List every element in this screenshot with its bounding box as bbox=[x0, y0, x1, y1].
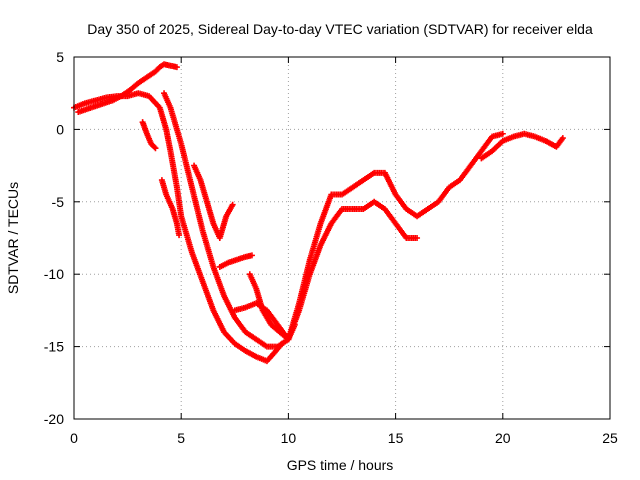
y-tick-label: -20 bbox=[44, 411, 64, 427]
data-point bbox=[559, 135, 566, 142]
grid bbox=[74, 57, 610, 419]
plot-frame bbox=[73, 56, 611, 420]
x-tick-label: 15 bbox=[388, 430, 404, 446]
data-point bbox=[152, 145, 159, 152]
chart-title: Day 350 of 2025, Sidereal Day-to-day VTE… bbox=[87, 21, 593, 37]
y-axis-label: SDTVAR / TECUs bbox=[5, 182, 21, 294]
data-point bbox=[229, 201, 236, 208]
data-point bbox=[414, 235, 421, 241]
x-tick-label: 5 bbox=[177, 430, 185, 446]
data-point bbox=[285, 336, 292, 343]
x-tick-label: 10 bbox=[281, 430, 297, 446]
x-tick-label: 25 bbox=[602, 430, 618, 446]
y-tick-label: -10 bbox=[44, 266, 64, 282]
y-tick-label: -15 bbox=[44, 339, 64, 355]
data-point bbox=[499, 130, 506, 137]
data-point bbox=[173, 64, 180, 71]
y-tick-label: 5 bbox=[56, 49, 64, 65]
data-point bbox=[151, 144, 158, 151]
x-axis-label: GPS time / hours bbox=[287, 457, 394, 473]
tick-labels: 0 5 10 15 20 25 -20 -15 -10 -5 0 5 bbox=[44, 49, 618, 446]
data-point bbox=[291, 321, 298, 328]
y-tick-label: 0 bbox=[56, 121, 64, 137]
data-points bbox=[71, 61, 566, 365]
data-point bbox=[176, 232, 183, 239]
x-tick-label: 0 bbox=[70, 430, 78, 446]
y-tick-label: -5 bbox=[52, 194, 65, 210]
data-point bbox=[248, 252, 255, 259]
axis-ticks bbox=[73, 56, 611, 420]
x-tick-label: 20 bbox=[495, 430, 511, 446]
